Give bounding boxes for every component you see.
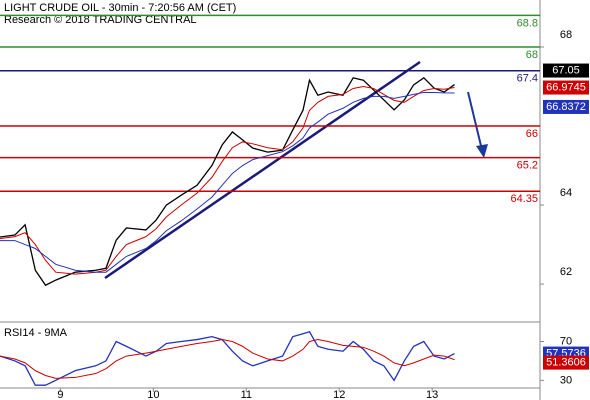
level-label: 66: [526, 128, 538, 140]
series-line: [0, 331, 455, 386]
x-tick-label: 13: [426, 389, 438, 400]
last-value-label: 66.9745: [546, 81, 586, 93]
x-tick-label: 10: [147, 389, 159, 400]
last-value-label: 66.8372: [546, 101, 586, 113]
x-tick-label: 11: [241, 389, 252, 400]
chart-subtitle: Research © 2018 TRADING CENTRAL: [4, 14, 197, 26]
y-tick-label: 62: [560, 266, 572, 278]
arrow-shaft: [467, 91, 483, 151]
series-line: [0, 91, 455, 273]
series-line: [0, 339, 455, 379]
y-tick-label: 68: [560, 29, 572, 41]
last-value-box: [543, 355, 589, 370]
x-tick-label: 9: [57, 389, 63, 400]
x-tick-label: 12: [333, 389, 345, 400]
level-label: 67.4: [517, 73, 538, 85]
chart-title: LIGHT CRUDE OIL - 30min - 7:20:56 AM (CE…: [4, 2, 236, 14]
last-value-box: [543, 99, 589, 114]
level-label: 64.35: [510, 193, 538, 205]
last-value-box: [543, 63, 589, 78]
level-label: 68: [526, 49, 538, 61]
last-value-label: 51.3606: [546, 357, 586, 369]
last-value-label: 67.05: [552, 64, 580, 76]
level-label: 65.2: [517, 160, 538, 172]
y-tick-label: 30: [560, 374, 572, 386]
level-label: 68.8: [517, 17, 538, 29]
y-tick-label: 70: [560, 335, 572, 347]
last-value-box: [543, 80, 589, 95]
y-tick-label: 64: [560, 187, 572, 199]
arrow-head: [476, 144, 488, 158]
rsi-title: RSI14 - 9MA: [4, 327, 68, 339]
